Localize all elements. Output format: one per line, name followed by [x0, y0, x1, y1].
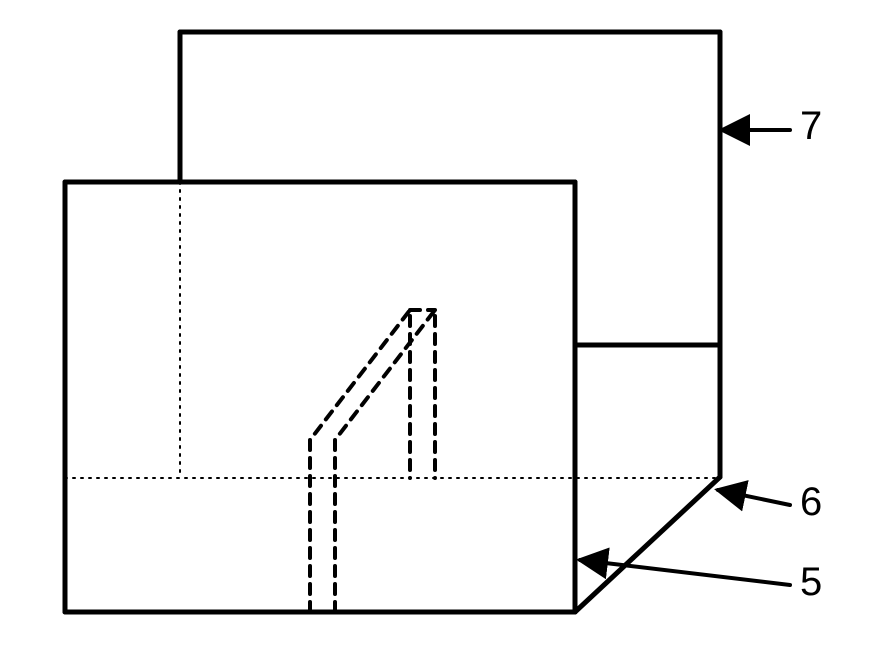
technical-diagram: [0, 0, 870, 668]
callout-label-5: 5: [800, 560, 822, 605]
callout-label-6: 6: [800, 480, 822, 525]
callout-label-7: 7: [800, 104, 822, 149]
